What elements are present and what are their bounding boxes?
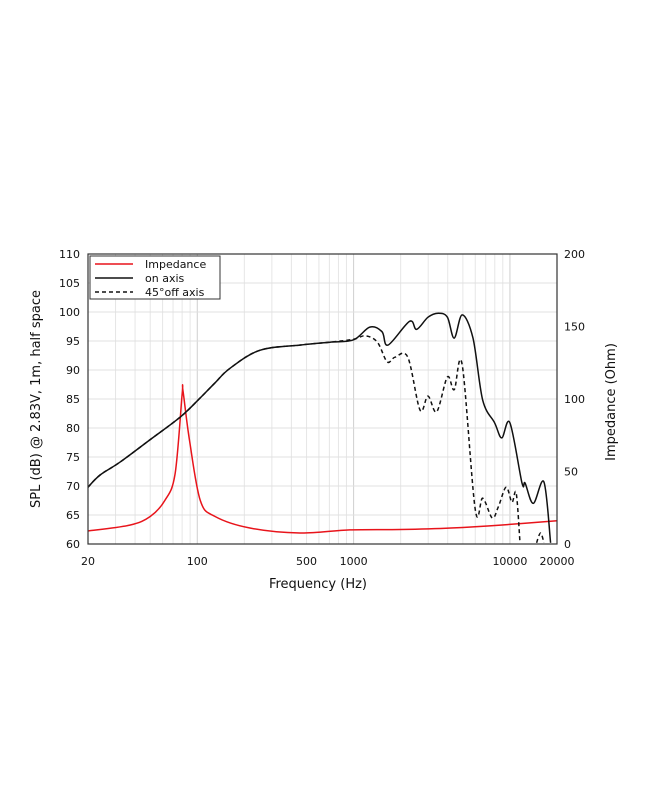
y-tick-label: 65 bbox=[66, 509, 80, 522]
plot-frame bbox=[87, 253, 558, 545]
y-tick-label: 60 bbox=[66, 538, 80, 551]
series-line-45-off-axis bbox=[87, 335, 521, 543]
x-tick-label: 20000 bbox=[540, 555, 575, 568]
x-tick-label: 1000 bbox=[340, 555, 368, 568]
y-tick-label: 80 bbox=[66, 422, 80, 435]
x-axis-label: Frequency (Hz) bbox=[269, 577, 367, 592]
y-tick-label: 90 bbox=[66, 364, 80, 377]
y2-axis-label: Impedance (Ohm) bbox=[604, 343, 619, 461]
y-tick-label: 95 bbox=[66, 335, 80, 348]
y2-tick-label: 0 bbox=[564, 538, 571, 551]
series-layer bbox=[87, 312, 558, 544]
y2-tick-label: 100 bbox=[564, 393, 585, 406]
y-tick-label: 105 bbox=[59, 277, 80, 290]
y-axis-label: SPL (dB) @ 2.83V, 1m, half space bbox=[29, 290, 44, 508]
series-line-impedance bbox=[87, 384, 558, 534]
y-tick-label: 110 bbox=[59, 248, 80, 261]
x-tick-label: 20 bbox=[81, 555, 95, 568]
y-tick-label: 70 bbox=[66, 480, 80, 493]
y-tick-label: 75 bbox=[66, 451, 80, 464]
legend-label-off-axis: 45°off axis bbox=[145, 286, 205, 299]
y2-tick-label: 200 bbox=[564, 248, 585, 261]
x-tick-label: 10000 bbox=[492, 555, 527, 568]
legend-label-on-axis: on axis bbox=[145, 272, 185, 285]
y2-tick-label: 50 bbox=[564, 466, 578, 479]
y2-tick-label: 150 bbox=[564, 321, 585, 334]
x-tick-label: 500 bbox=[296, 555, 317, 568]
y-tick-label: 100 bbox=[59, 306, 80, 319]
y-tick-label: 85 bbox=[66, 393, 80, 406]
series-line-on-axis bbox=[87, 312, 552, 543]
legend-label-impedance: Impedance bbox=[145, 258, 206, 271]
tick-labels: 60 65 70 75 80 85 90 95 100 105 110 0 50 100 150 200 20 1… bbox=[59, 248, 585, 568]
legend: Impedance on axis 45°off axis bbox=[89, 255, 221, 300]
x-tick-label: 100 bbox=[187, 555, 208, 568]
series-line-45-off-axis-tail bbox=[535, 532, 545, 544]
